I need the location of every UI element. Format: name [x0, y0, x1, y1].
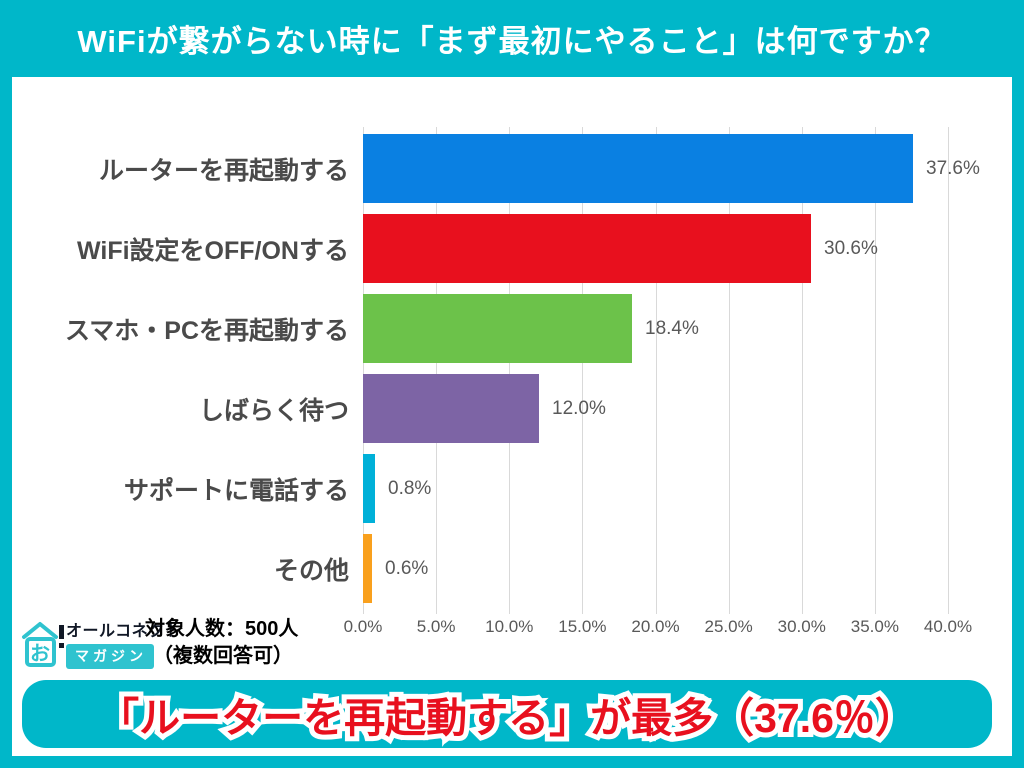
conclusion-banner: 「ルーターを再起動する」が最多（37.6％） 「ルーターを再起動する」が最多（3…	[22, 680, 992, 748]
x-axis-tick-label: 10.0%	[485, 617, 534, 636]
value-label: 30.6%	[824, 237, 878, 259]
bar-5	[363, 454, 375, 523]
bar-6	[363, 534, 372, 603]
category-label: その他	[273, 556, 349, 585]
category-label: ルーターを再起動する	[98, 156, 349, 185]
gridline	[363, 127, 364, 614]
survey-note-multi-answer: （複数回答可）	[153, 645, 293, 667]
x-axis-tick-label: 40.0%	[923, 617, 973, 636]
conclusion-text: 「ルーターを再起動する」が最多（37.6％） 「ルーターを再起動する」が最多（3…	[93, 684, 921, 746]
chart-panel: 37.6% 30.6% 18.4% 12.0% 0.8% 0.6% ルーターを再起動する W…	[12, 77, 1012, 756]
bar-2	[363, 214, 811, 283]
gridline	[874, 127, 876, 614]
value-label: 0.6%	[385, 557, 429, 579]
x-axis-tick-label: 20.0%	[631, 617, 680, 636]
category-label: スマホ・PCを再起動する	[65, 316, 349, 345]
bar-1	[363, 134, 913, 203]
header-band: WiFiが繋がらない時に「まず最初にやること」は何ですか？	[0, 0, 1024, 77]
gridline	[582, 127, 584, 614]
x-axis-tick-label: 15.0%	[558, 617, 607, 636]
category-label: WiFi設定をOFF/ONする	[77, 236, 349, 265]
page-title: WiFiが繋がらない時に「まず最初にやること」は何ですか？	[77, 24, 947, 59]
x-axis-tick-label: 35.0%	[850, 617, 899, 636]
x-axis-tick-label: 25.0%	[704, 617, 753, 636]
all-connect-magazine-logo: お オールコネクト マガジン	[20, 615, 181, 677]
survey-note: 対象人数：500人 （複数回答可）	[145, 616, 298, 670]
conclusion-text-outline: 「ルーターを再起動する」が最多（37.6％）	[93, 690, 921, 746]
x-axis-tick-label: 5.0%	[416, 617, 456, 636]
category-label: しばらく待つ	[198, 396, 349, 425]
bar-3	[363, 294, 632, 363]
value-label: 18.4%	[645, 317, 699, 339]
house-icon: お	[22, 622, 64, 667]
x-axis-tick-label: 0.0%	[343, 617, 383, 636]
gridline	[436, 127, 438, 614]
logo-brand-text: オールコネクト	[66, 623, 182, 640]
bar-chart-plot-area: 37.6% 30.6% 18.4% 12.0% 0.8% 0.6%	[363, 127, 980, 614]
value-label: 12.0%	[552, 397, 606, 419]
category-label: サポートに電話する	[123, 476, 349, 505]
x-axis-tick-label: 30.0%	[777, 617, 826, 636]
value-label: 37.6%	[926, 157, 980, 179]
survey-note-sample-size: 対象人数：500人	[145, 618, 299, 640]
logo-mark-char: お	[30, 642, 50, 665]
value-label: 0.8%	[388, 477, 432, 499]
bar-4	[363, 374, 539, 443]
gridline	[655, 127, 657, 614]
conclusion-text-fill: 「ルーターを再起動する」が最多（37.6％）	[98, 695, 916, 741]
gridline	[801, 127, 803, 614]
gridline	[509, 127, 511, 614]
gridline	[948, 127, 949, 614]
gridline	[728, 127, 730, 614]
logo-sub-text: マガジン	[66, 644, 154, 669]
